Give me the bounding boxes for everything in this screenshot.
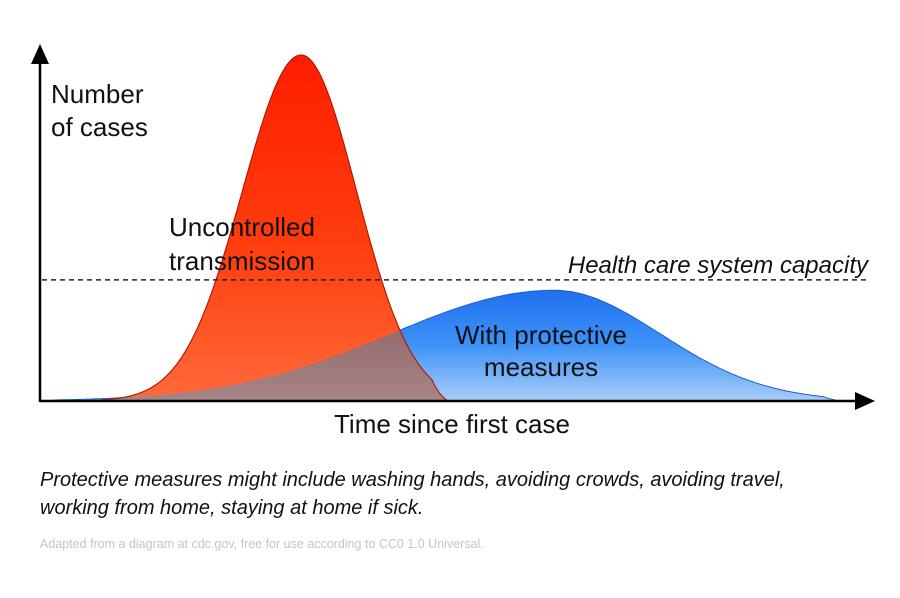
- series-uncontrolled-transmission-outline: [40, 54, 449, 402]
- caption-line-2: working from home, staying at home if si…: [40, 497, 424, 519]
- y-axis-label-line-1: Number: [51, 79, 144, 109]
- uncontrolled-label-line-2: transmission: [169, 246, 315, 276]
- x-axis-label: Time since first case: [334, 409, 570, 439]
- uncontrolled-label-line-1: Uncontrolled: [169, 212, 315, 242]
- source-credit: Adapted from a diagram at cdc.gov, free …: [40, 537, 484, 551]
- y-axis-label-line-2: of cases: [51, 112, 148, 142]
- capacity-label: Health care system capacity: [568, 252, 870, 279]
- caption: Protective measures might include washin…: [40, 466, 880, 522]
- y-axis-arrowhead: [31, 44, 49, 64]
- protective-label-line-2: measures: [484, 352, 598, 382]
- caption-line-1: Protective measures might include washin…: [40, 469, 785, 491]
- protective-label-line-1: With protective: [455, 320, 627, 350]
- x-axis-arrowhead: [855, 392, 875, 410]
- flatten-the-curve-chart: Number of cases Uncontrolled transmissio…: [31, 44, 875, 439]
